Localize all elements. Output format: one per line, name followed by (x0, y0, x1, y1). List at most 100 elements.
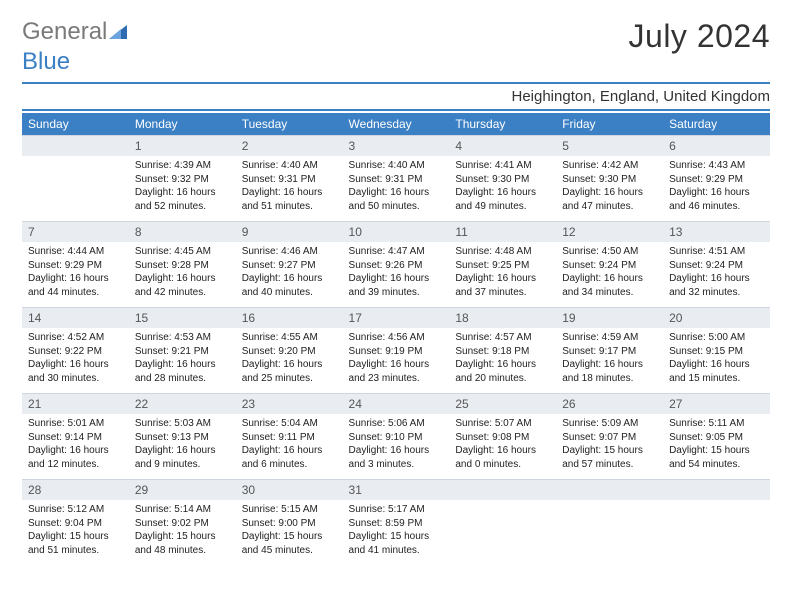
calendar-day-cell: 1Sunrise: 4:39 AMSunset: 9:32 PMDaylight… (129, 135, 236, 221)
day-number (22, 135, 129, 156)
weekday-header: Sunday (22, 113, 129, 135)
calendar-day-cell: 30Sunrise: 5:15 AMSunset: 9:00 PMDayligh… (236, 479, 343, 565)
day-details: Sunrise: 4:45 AMSunset: 9:28 PMDaylight:… (129, 242, 236, 305)
day-details: Sunrise: 4:39 AMSunset: 9:32 PMDaylight:… (129, 156, 236, 219)
day-details: Sunrise: 4:59 AMSunset: 9:17 PMDaylight:… (556, 328, 663, 391)
calendar-day-cell: 17Sunrise: 4:56 AMSunset: 9:19 PMDayligh… (343, 307, 450, 393)
calendar-day-cell (22, 135, 129, 221)
calendar-day-cell: 6Sunrise: 4:43 AMSunset: 9:29 PMDaylight… (663, 135, 770, 221)
day-details: Sunrise: 4:56 AMSunset: 9:19 PMDaylight:… (343, 328, 450, 391)
calendar-day-cell: 16Sunrise: 4:55 AMSunset: 9:20 PMDayligh… (236, 307, 343, 393)
day-number: 9 (236, 221, 343, 242)
calendar-day-cell: 25Sunrise: 5:07 AMSunset: 9:08 PMDayligh… (449, 393, 556, 479)
day-number: 18 (449, 307, 556, 328)
calendar-body: 1Sunrise: 4:39 AMSunset: 9:32 PMDaylight… (22, 135, 770, 565)
day-details: Sunrise: 5:01 AMSunset: 9:14 PMDaylight:… (22, 414, 129, 477)
day-number: 19 (556, 307, 663, 328)
day-details: Sunrise: 4:51 AMSunset: 9:24 PMDaylight:… (663, 242, 770, 305)
calendar-day-cell: 5Sunrise: 4:42 AMSunset: 9:30 PMDaylight… (556, 135, 663, 221)
weekday-header: Wednesday (343, 113, 450, 135)
day-number: 20 (663, 307, 770, 328)
day-details: Sunrise: 5:11 AMSunset: 9:05 PMDaylight:… (663, 414, 770, 477)
calendar-day-cell: 12Sunrise: 4:50 AMSunset: 9:24 PMDayligh… (556, 221, 663, 307)
header: General Blue July 2024 (22, 18, 770, 76)
calendar-week-row: 21Sunrise: 5:01 AMSunset: 9:14 PMDayligh… (22, 393, 770, 479)
calendar-day-cell: 23Sunrise: 5:04 AMSunset: 9:11 PMDayligh… (236, 393, 343, 479)
day-number: 27 (663, 393, 770, 414)
logo-text-1: General (22, 18, 107, 45)
day-number: 26 (556, 393, 663, 414)
day-details: Sunrise: 4:41 AMSunset: 9:30 PMDaylight:… (449, 156, 556, 219)
day-details: Sunrise: 5:17 AMSunset: 8:59 PMDaylight:… (343, 500, 450, 563)
day-number: 31 (343, 479, 450, 500)
calendar-week-row: 7Sunrise: 4:44 AMSunset: 9:29 PMDaylight… (22, 221, 770, 307)
weekday-header: Tuesday (236, 113, 343, 135)
day-number: 30 (236, 479, 343, 500)
day-details: Sunrise: 5:03 AMSunset: 9:13 PMDaylight:… (129, 414, 236, 477)
day-details: Sunrise: 4:52 AMSunset: 9:22 PMDaylight:… (22, 328, 129, 391)
day-number: 14 (22, 307, 129, 328)
day-details: Sunrise: 4:55 AMSunset: 9:20 PMDaylight:… (236, 328, 343, 391)
day-number: 16 (236, 307, 343, 328)
weekday-header: Monday (129, 113, 236, 135)
calendar-week-row: 28Sunrise: 5:12 AMSunset: 9:04 PMDayligh… (22, 479, 770, 565)
calendar-day-cell: 26Sunrise: 5:09 AMSunset: 9:07 PMDayligh… (556, 393, 663, 479)
calendar-day-cell: 2Sunrise: 4:40 AMSunset: 9:31 PMDaylight… (236, 135, 343, 221)
day-details: Sunrise: 5:14 AMSunset: 9:02 PMDaylight:… (129, 500, 236, 563)
day-number: 22 (129, 393, 236, 414)
day-details: Sunrise: 5:04 AMSunset: 9:11 PMDaylight:… (236, 414, 343, 477)
day-number: 8 (129, 221, 236, 242)
day-number: 7 (22, 221, 129, 242)
day-details: Sunrise: 4:44 AMSunset: 9:29 PMDaylight:… (22, 242, 129, 305)
calendar-day-cell (663, 479, 770, 565)
day-number: 25 (449, 393, 556, 414)
calendar-day-cell: 3Sunrise: 4:40 AMSunset: 9:31 PMDaylight… (343, 135, 450, 221)
day-number (556, 479, 663, 500)
calendar-week-row: 14Sunrise: 4:52 AMSunset: 9:22 PMDayligh… (22, 307, 770, 393)
day-details: Sunrise: 5:09 AMSunset: 9:07 PMDaylight:… (556, 414, 663, 477)
day-details: Sunrise: 5:06 AMSunset: 9:10 PMDaylight:… (343, 414, 450, 477)
day-number (663, 479, 770, 500)
day-details: Sunrise: 5:15 AMSunset: 9:00 PMDaylight:… (236, 500, 343, 563)
calendar-day-cell (556, 479, 663, 565)
logo-text-2: Blue (22, 48, 70, 75)
calendar-day-cell: 19Sunrise: 4:59 AMSunset: 9:17 PMDayligh… (556, 307, 663, 393)
day-details: Sunrise: 4:47 AMSunset: 9:26 PMDaylight:… (343, 242, 450, 305)
day-number: 21 (22, 393, 129, 414)
day-number: 12 (556, 221, 663, 242)
title-block: July 2024 (629, 18, 770, 55)
day-number: 1 (129, 135, 236, 156)
day-details: Sunrise: 5:00 AMSunset: 9:15 PMDaylight:… (663, 328, 770, 391)
day-number: 15 (129, 307, 236, 328)
day-details: Sunrise: 4:53 AMSunset: 9:21 PMDaylight:… (129, 328, 236, 391)
weekday-header: Thursday (449, 113, 556, 135)
day-number: 23 (236, 393, 343, 414)
day-number: 2 (236, 135, 343, 156)
weekday-header-row: SundayMondayTuesdayWednesdayThursdayFrid… (22, 113, 770, 135)
day-details: Sunrise: 5:07 AMSunset: 9:08 PMDaylight:… (449, 414, 556, 477)
calendar-day-cell: 9Sunrise: 4:46 AMSunset: 9:27 PMDaylight… (236, 221, 343, 307)
weekday-header: Friday (556, 113, 663, 135)
calendar-day-cell: 15Sunrise: 4:53 AMSunset: 9:21 PMDayligh… (129, 307, 236, 393)
day-number: 5 (556, 135, 663, 156)
calendar-day-cell: 4Sunrise: 4:41 AMSunset: 9:30 PMDaylight… (449, 135, 556, 221)
day-details: Sunrise: 5:12 AMSunset: 9:04 PMDaylight:… (22, 500, 129, 563)
calendar-day-cell: 11Sunrise: 4:48 AMSunset: 9:25 PMDayligh… (449, 221, 556, 307)
calendar-day-cell: 24Sunrise: 5:06 AMSunset: 9:10 PMDayligh… (343, 393, 450, 479)
day-number: 11 (449, 221, 556, 242)
day-details: Sunrise: 4:40 AMSunset: 9:31 PMDaylight:… (236, 156, 343, 219)
day-number: 10 (343, 221, 450, 242)
day-details: Sunrise: 4:43 AMSunset: 9:29 PMDaylight:… (663, 156, 770, 219)
calendar-day-cell: 10Sunrise: 4:47 AMSunset: 9:26 PMDayligh… (343, 221, 450, 307)
calendar-day-cell: 7Sunrise: 4:44 AMSunset: 9:29 PMDaylight… (22, 221, 129, 307)
calendar-day-cell: 18Sunrise: 4:57 AMSunset: 9:18 PMDayligh… (449, 307, 556, 393)
calendar-day-cell: 28Sunrise: 5:12 AMSunset: 9:04 PMDayligh… (22, 479, 129, 565)
calendar-day-cell: 22Sunrise: 5:03 AMSunset: 9:13 PMDayligh… (129, 393, 236, 479)
calendar-day-cell: 27Sunrise: 5:11 AMSunset: 9:05 PMDayligh… (663, 393, 770, 479)
day-details: Sunrise: 4:57 AMSunset: 9:18 PMDaylight:… (449, 328, 556, 391)
day-details: Sunrise: 4:40 AMSunset: 9:31 PMDaylight:… (343, 156, 450, 219)
calendar-day-cell: 21Sunrise: 5:01 AMSunset: 9:14 PMDayligh… (22, 393, 129, 479)
calendar-week-row: 1Sunrise: 4:39 AMSunset: 9:32 PMDaylight… (22, 135, 770, 221)
calendar-day-cell: 8Sunrise: 4:45 AMSunset: 9:28 PMDaylight… (129, 221, 236, 307)
day-number: 3 (343, 135, 450, 156)
